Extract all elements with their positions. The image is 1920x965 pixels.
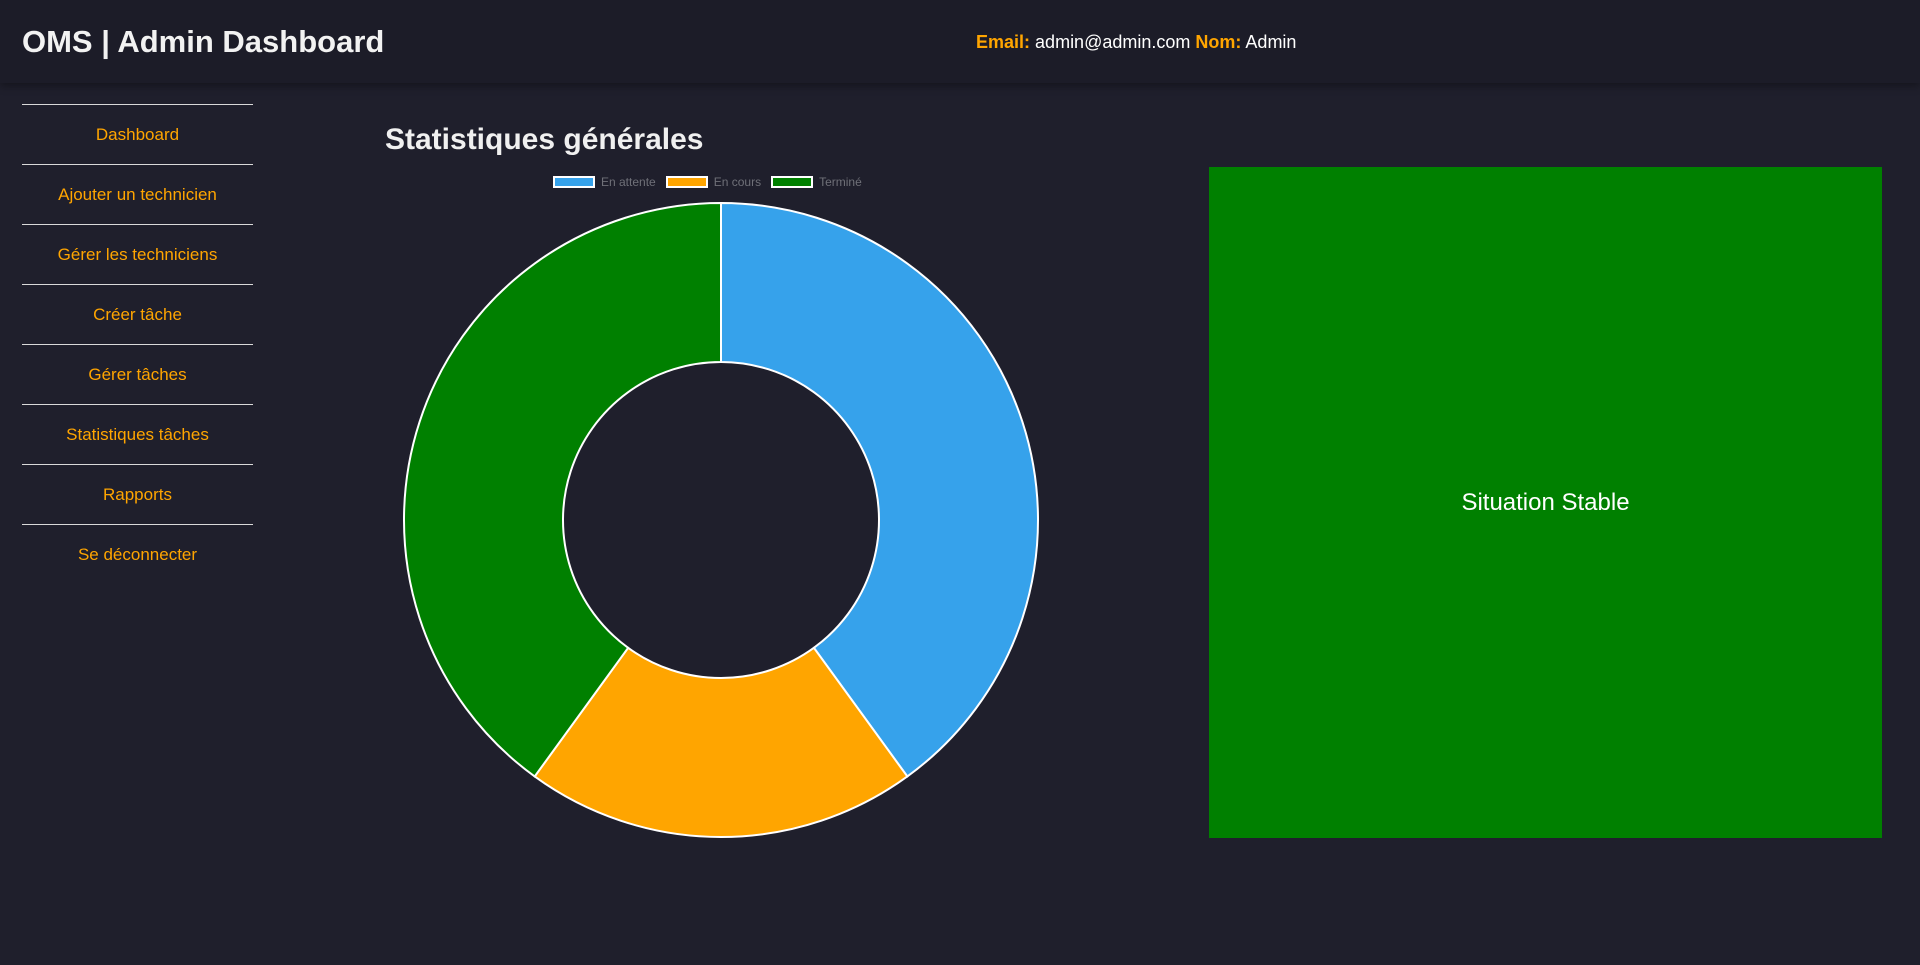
sidebar-item-manage-tasks[interactable]: Gérer tâches [22, 345, 253, 405]
app-title: OMS | Admin Dashboard [22, 24, 385, 59]
sidebar-nav: Dashboard Ajouter un technicien Gérer le… [22, 104, 253, 584]
legend-label-done: Terminé [819, 175, 862, 189]
legend-label-in-progress: En cours [713, 175, 762, 189]
email-value: admin@admin.com [1035, 32, 1191, 52]
legend-swatch-pending [553, 176, 595, 188]
user-info: Email: admin@admin.com Nom: Admin [976, 30, 1296, 54]
sidebar-item-dashboard[interactable]: Dashboard [22, 105, 253, 165]
section-title: Statistiques générales [385, 123, 704, 156]
status-panel: Situation Stable [1209, 167, 1882, 838]
legend-label-pending: En attente [601, 175, 656, 189]
status-text: Situation Stable [1461, 488, 1630, 516]
sidebar-item-add-technician[interactable]: Ajouter un technicien [22, 165, 253, 225]
slice-done[interactable] [403, 201, 722, 778]
sidebar-item-reports[interactable]: Rapports [22, 465, 253, 525]
legend-swatch-in-progress [665, 176, 708, 188]
legend-item-in-progress[interactable]: En cours [665, 175, 762, 189]
sidebar-item-task-statistics[interactable]: Statistiques tâches [22, 405, 253, 465]
name-label: Nom: [1195, 32, 1242, 52]
sidebar-item-create-task[interactable]: Créer tâche [22, 285, 253, 345]
slice-pending[interactable] [720, 201, 1039, 778]
email-label: Email: [976, 32, 1031, 52]
sidebar-item-manage-technicians[interactable]: Gérer les techniciens [22, 225, 253, 285]
chart-legend: En attente En cours Terminé [553, 175, 862, 189]
name-value: Admin [1245, 32, 1297, 52]
doughnut-chart [403, 201, 1039, 838]
slice-in-progress[interactable] [533, 646, 909, 838]
top-bar: OMS | Admin Dashboard Email: admin@admin… [0, 0, 1920, 83]
legend-item-pending[interactable]: En attente [553, 175, 656, 189]
legend-swatch-done [771, 176, 814, 188]
sidebar-item-logout[interactable]: Se déconnecter [77, 545, 198, 564]
legend-item-done[interactable]: Terminé [771, 175, 862, 189]
